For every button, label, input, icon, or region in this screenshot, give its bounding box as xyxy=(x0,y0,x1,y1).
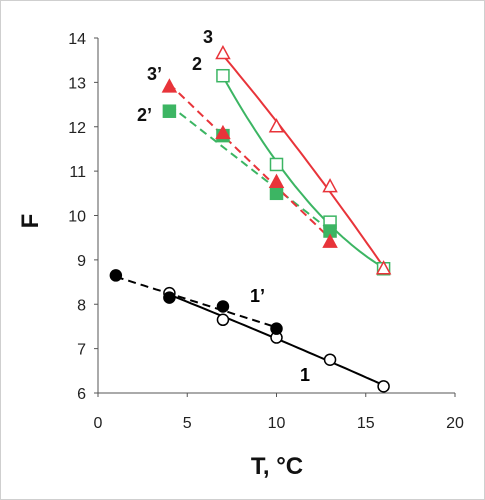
point-series-4 xyxy=(268,118,285,133)
series-markers xyxy=(109,44,392,393)
point-series-1 xyxy=(163,291,176,304)
point-series-0 xyxy=(216,313,230,327)
y-tick-label: 7 xyxy=(77,342,86,359)
point-series-1 xyxy=(216,300,230,313)
series-lines xyxy=(115,54,385,387)
series-line-4 xyxy=(222,54,385,268)
y-tick-label: 13 xyxy=(68,75,86,92)
series-label-3: 2’ xyxy=(137,105,152,125)
series-line-5 xyxy=(168,83,331,240)
point-series-1 xyxy=(270,322,283,335)
series-line-3 xyxy=(168,104,331,232)
point-series-4 xyxy=(322,178,338,193)
point-series-5 xyxy=(161,78,178,93)
point-series-5 xyxy=(322,233,338,248)
y-tick-label: 12 xyxy=(68,120,86,137)
series-label-4: 3 xyxy=(203,27,213,47)
series-label-2: 2 xyxy=(192,54,202,74)
y-tick-label: 6 xyxy=(77,386,86,403)
x-tick-label: 5 xyxy=(183,415,192,432)
point-series-2 xyxy=(269,157,284,172)
point-series-4 xyxy=(215,44,231,60)
y-tick-label: 14 xyxy=(68,31,86,48)
y-tick-label: 9 xyxy=(77,253,86,270)
series-line-2 xyxy=(222,76,385,269)
x-tick-label: 15 xyxy=(357,415,375,432)
point-series-0 xyxy=(323,353,337,366)
point-series-1 xyxy=(109,269,123,282)
series-line-1 xyxy=(115,275,277,329)
point-series-5 xyxy=(215,124,231,140)
x-tick-label: 20 xyxy=(446,415,464,432)
point-series-0 xyxy=(377,380,390,393)
point-series-5 xyxy=(268,173,285,188)
point-series-3 xyxy=(162,104,177,118)
y-axis-title: F xyxy=(17,214,44,229)
x-tick-label: 10 xyxy=(268,415,286,432)
y-tick-label: 11 xyxy=(69,164,86,181)
series-label-1: 1’ xyxy=(250,286,265,306)
x-tick-label: 0 xyxy=(94,415,103,432)
series-label-5: 3’ xyxy=(147,64,162,84)
y-tick-label: 8 xyxy=(77,297,86,314)
x-axis-title: T, °C xyxy=(251,453,303,480)
point-series-3 xyxy=(269,186,284,201)
point-series-4 xyxy=(375,260,392,275)
y-tick-label: 10 xyxy=(68,209,86,226)
series-labels: 1 1’ 2 2’ 3 3’ xyxy=(137,27,310,385)
series-label-0: 1 xyxy=(300,365,310,385)
point-series-2 xyxy=(216,68,230,83)
